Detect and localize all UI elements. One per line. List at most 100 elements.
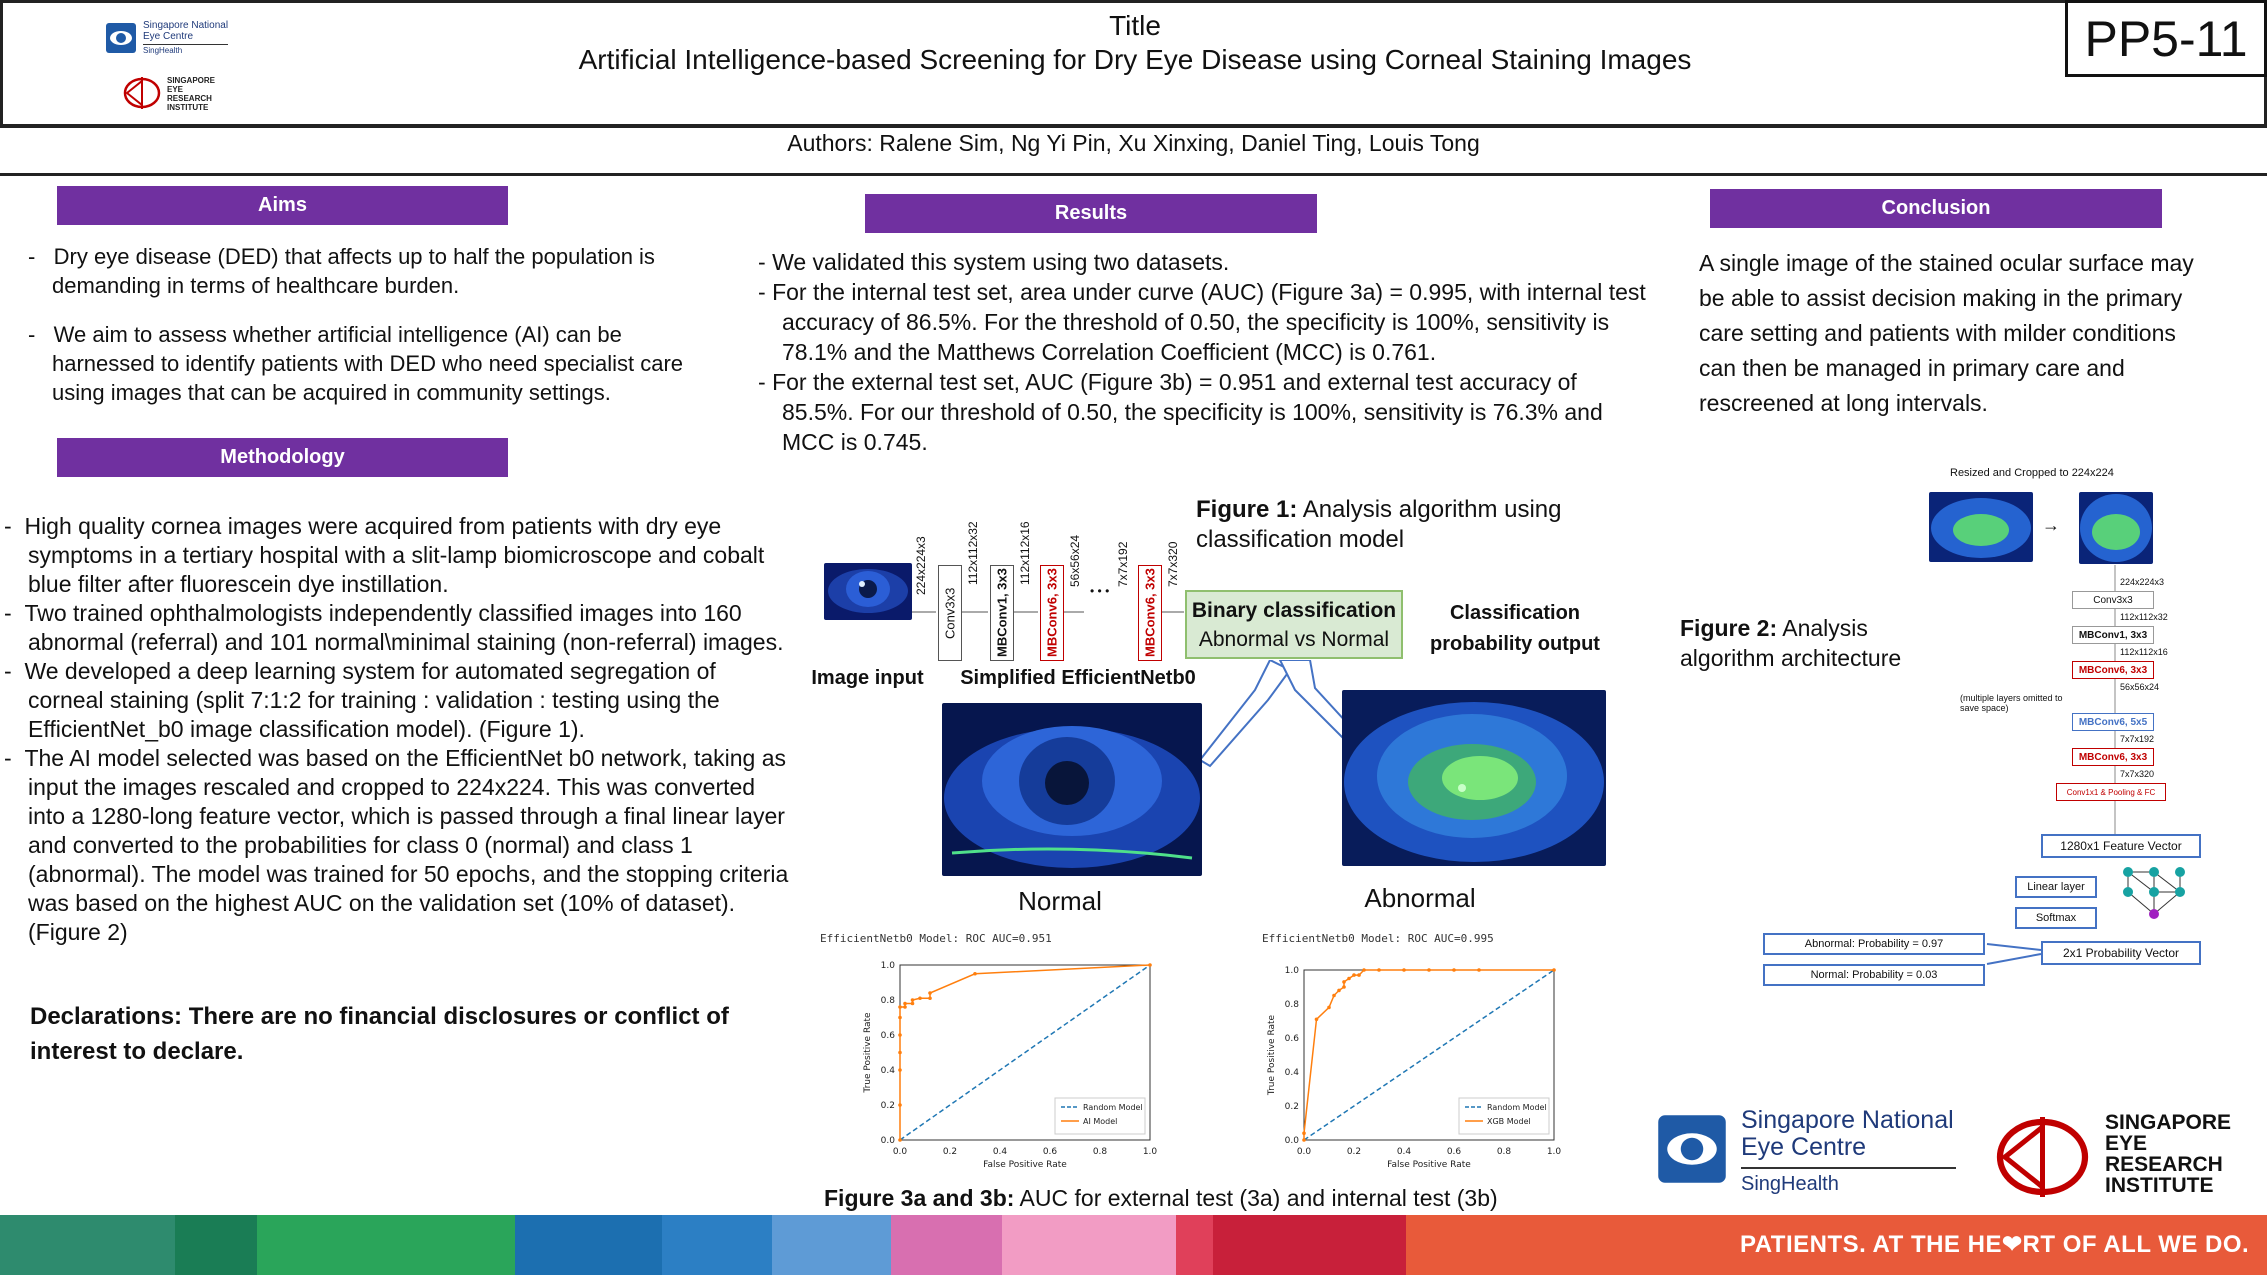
abnormal-probability-box: Abnormal: Probability = 0.97 xyxy=(1763,933,1985,955)
footer-slogan: PATIENTS. AT THE HE❤RT OF ALL WE DO. xyxy=(1740,1231,2250,1258)
footer-color-segment xyxy=(257,1215,515,1275)
data-point xyxy=(1402,968,1406,972)
results-body: - We validated this system using two dat… xyxy=(758,247,1648,457)
figure3-caption: Figure 3a and 3b: AUC for external test … xyxy=(824,1185,1498,1211)
seri-large-line3: RESEARCH xyxy=(2105,1153,2223,1176)
linear-layer-box: Linear layer xyxy=(2015,876,2097,898)
x-tick-label: 0.8 xyxy=(1093,1147,1108,1157)
method-bullet: - The AI model selected was based on the… xyxy=(4,745,789,945)
title-label: Title xyxy=(1109,10,1161,41)
arch-dim: 112x112x32 xyxy=(2120,612,2168,622)
authors: Authors: Ralene Sim, Ng Yi Pin, Xu Xinxi… xyxy=(787,130,1480,156)
data-point xyxy=(1314,1017,1319,1022)
data-point xyxy=(1302,1131,1306,1135)
footer-color-segment xyxy=(1405,1215,2267,1275)
y-tick-label: 0.8 xyxy=(1285,1000,1300,1010)
x-tick-label: 1.0 xyxy=(1547,1147,1562,1157)
normal-eye-image xyxy=(942,703,1202,876)
data-point xyxy=(1362,968,1366,972)
data-point xyxy=(918,996,922,1001)
data-point xyxy=(928,991,932,995)
methodology-body: - High quality cornea images were acquir… xyxy=(4,512,794,947)
y-tick-label: 0.4 xyxy=(881,1066,896,1076)
footer-color-segment xyxy=(1001,1215,1177,1275)
data-point xyxy=(928,996,932,1001)
data-point xyxy=(910,998,915,1002)
arch-mbconv6-b: MBConv6, 5x5 xyxy=(2072,713,2154,731)
snec-large-line2: Eye Centre xyxy=(1741,1133,1867,1161)
conclusion-heading: Conclusion xyxy=(1710,189,2162,228)
neural-net-icon xyxy=(2123,867,2185,919)
snec-large-line3: SingHealth xyxy=(1741,1167,1956,1198)
footer-color-segment xyxy=(0,1215,175,1275)
series-line xyxy=(1303,969,1554,1140)
seri-line3: RESEARCH xyxy=(167,94,212,103)
legend-box xyxy=(1054,1097,1146,1135)
dim-label: 112x112x32 xyxy=(966,521,980,585)
dim-label: 7x7x192 xyxy=(1116,541,1130,587)
data-point xyxy=(1302,1138,1306,1142)
x-tick-label: 0.8 xyxy=(1497,1147,1512,1157)
arch-output-arrows xyxy=(1986,943,2042,965)
data-point xyxy=(1357,973,1361,977)
dim-label: 56x56x24 xyxy=(1068,534,1082,587)
abnormal-eye-image xyxy=(1342,690,1606,866)
method-bullet: - We developed a deep learning system fo… xyxy=(4,658,720,742)
footer-color-segment xyxy=(891,1215,1002,1275)
data-point xyxy=(1332,993,1336,998)
footer-color-segment xyxy=(661,1215,772,1275)
image-input-label: Image input xyxy=(811,667,924,689)
data-point xyxy=(910,1001,915,1006)
data-point xyxy=(1352,973,1356,977)
arch-pooling: Conv1x1 & Pooling & FC xyxy=(2056,783,2166,801)
legend-label: XGB Model xyxy=(1487,1117,1531,1126)
y-tick-label: 0.2 xyxy=(1285,1102,1299,1112)
data-point xyxy=(1552,968,1556,972)
dim-label: 224x224x3 xyxy=(914,536,928,595)
snec-logo: Singapore National Eye Centre SingHealth xyxy=(105,20,245,60)
y-tick-label: 0.8 xyxy=(881,996,896,1006)
layer-arrows xyxy=(912,611,1184,613)
feature-vector-box: 1280x1 Feature Vector xyxy=(2041,834,2201,858)
data-point xyxy=(898,1005,902,1009)
layers-ellipsis: • • • xyxy=(1090,584,1110,598)
data-point xyxy=(973,971,977,976)
dim-label: 112x112x16 xyxy=(1018,521,1032,585)
poster-title: Artificial Intelligence-based Screening … xyxy=(578,44,1692,75)
data-point xyxy=(1452,968,1456,972)
methodology-heading: Methodology xyxy=(57,438,508,477)
data-point xyxy=(1342,985,1346,989)
data-point xyxy=(1427,968,1431,972)
roc-chart-3b: EfficientNetb0 Model: ROC AUC=0.9950.00.… xyxy=(1262,932,1562,1170)
figure2-caption: Figure 2: Analysis algorithm architectur… xyxy=(1680,615,1902,671)
x-tick-label: 0.4 xyxy=(993,1147,1008,1157)
footer-color-band xyxy=(0,1215,2267,1275)
seri-logo: SINGAPORE EYE RESEARCH INSTITUTE xyxy=(122,75,232,115)
results-bullet: - For the internal test set, area under … xyxy=(758,279,1646,365)
binary-line1: Binary classification xyxy=(1191,599,1397,622)
binary-line2: Abnormal vs Normal xyxy=(1198,628,1390,651)
resized-label: Resized and Cropped to 224x224 xyxy=(1950,467,2114,479)
softmax-box: Softmax xyxy=(2015,907,2097,929)
figure1-caption: Figure 1: Analysis algorithm using class… xyxy=(1196,496,1562,553)
data-point xyxy=(898,1033,902,1037)
snec-large-line1: Singapore National xyxy=(1741,1106,1954,1134)
results-bullet: - We validated this system using two dat… xyxy=(758,249,1230,275)
y-axis-label: True Positive Rate xyxy=(863,1012,873,1094)
poster-id: PP5-11 xyxy=(2065,0,2267,77)
snec-logo-icon xyxy=(106,23,136,53)
snec-logo-large: Singapore National Eye Centre SingHealth xyxy=(1656,1105,1966,1200)
input-eye-image xyxy=(824,563,912,620)
resize-arrow: → xyxy=(2042,515,2060,535)
arch-dim: 7x7x192 xyxy=(2120,734,2155,744)
data-point xyxy=(898,1103,902,1107)
x-axis-label: False Positive Rate xyxy=(1387,1160,1471,1170)
x-tick-label: 0.4 xyxy=(1397,1147,1412,1157)
data-point xyxy=(898,1050,902,1055)
legend-label: Random Model xyxy=(1083,1103,1143,1112)
data-point xyxy=(898,1068,902,1072)
aims-body: - Dry eye disease (DED) that affects up … xyxy=(28,242,698,407)
x-tick-label: 0.6 xyxy=(1043,1147,1058,1157)
seri-large-line4: INSTITUTE xyxy=(2105,1174,2214,1197)
arch-dim: 112x112x16 xyxy=(2120,647,2168,657)
